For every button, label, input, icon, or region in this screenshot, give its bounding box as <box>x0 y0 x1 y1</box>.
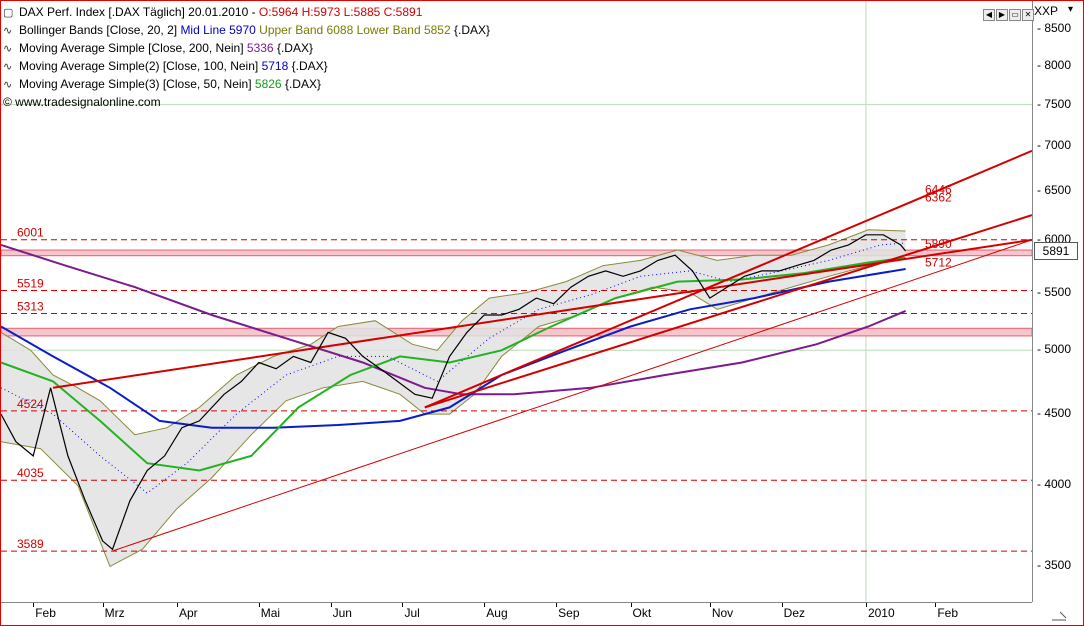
x-tick-label: Feb <box>937 606 959 620</box>
indicator-value: {.DAX} <box>273 41 313 55</box>
indicator-value: Upper Band 6088 Lower Band 5852 <box>259 23 454 37</box>
x-tick-mark <box>33 603 35 607</box>
y-tick-label: - 7500 <box>1037 96 1072 111</box>
level-label: 3589 <box>17 537 44 551</box>
x-tick-mark <box>402 603 404 607</box>
x-axis[interactable]: Feb Mrz Apr Mai Jun Jul Aug Sep Okt Nov Dez 2010 Feb <box>1 602 1032 626</box>
x-tick-mark <box>258 603 260 607</box>
y-axis[interactable]: - 3500- 4000- 4500- 5000- 5500- 6000- 65… <box>1033 1 1083 602</box>
level-label: 5890 <box>925 237 952 251</box>
close-icon[interactable]: ✕ <box>1022 9 1034 21</box>
x-tick-mark <box>484 603 486 607</box>
y-tick-label: - 5500 <box>1037 284 1072 299</box>
trend-line <box>52 238 1032 389</box>
ma50-line <box>1 256 906 472</box>
x-tick-label: Aug <box>486 606 508 620</box>
watermark: © www.tradesignalonline.com <box>3 95 161 109</box>
indicator-value: Mid Line 5970 <box>180 23 260 37</box>
x-tick-mark <box>330 603 332 607</box>
x-tick-mark <box>176 603 178 607</box>
indicator-label: Bollinger Bands [Close, 20, 2] <box>19 23 181 37</box>
window-controls: ◀ ▶ ▭ ✕ <box>982 4 1034 22</box>
indicator-value: {.DAX} <box>288 59 328 73</box>
indicator-wave-icon: ∿ <box>3 25 13 37</box>
indicator-value: 5826 <box>254 77 282 91</box>
level-label: 4035 <box>17 466 44 480</box>
legend-row-2[interactable]: ∿ Moving Average Simple(2) [Close, 100, N… <box>3 57 490 75</box>
x-tick-label: Mrz <box>104 606 125 620</box>
x-tick-label: Okt <box>632 606 652 620</box>
current-price-box: 5891 <box>1034 241 1078 260</box>
x-tick-mark <box>556 603 558 607</box>
x-tick-mark <box>102 603 104 607</box>
ma200-line <box>1 243 906 396</box>
symbol-label[interactable]: XXP <box>1034 4 1059 18</box>
y-tick-label: - 8000 <box>1037 57 1072 72</box>
x-tick-label: Feb <box>35 606 56 620</box>
x-tick-label: Dez <box>783 606 806 620</box>
level-label: 5313 <box>17 300 44 314</box>
legend-row-0[interactable]: ∿ Bollinger Bands [Close, 20, 2] Mid Line… <box>3 21 490 39</box>
legend-row-3[interactable]: ∿ Moving Average Simple(3) [Close, 50, Ne… <box>3 75 490 93</box>
arrow-right-icon[interactable]: ▶ <box>996 9 1008 21</box>
y-tick-label: - 5000 <box>1037 342 1072 357</box>
x-tick-label: Jun <box>332 606 352 620</box>
y-tick-label: - 3500 <box>1037 558 1072 573</box>
trend-line <box>424 149 1032 409</box>
level-label: 6362 <box>925 190 952 204</box>
y-tick-label: - 7000 <box>1037 138 1072 153</box>
x-tick-label: Apr <box>178 606 198 620</box>
x-tick-mark <box>865 603 867 607</box>
legend-title-row: ▢ DAX Perf. Index [.DAX Täglich] 20.01.20… <box>3 3 490 21</box>
x-tick-label: 2010 <box>867 606 895 620</box>
bollinger-lower-band <box>1 254 906 568</box>
y-tick-label: - 6500 <box>1037 183 1072 198</box>
x-tick-label: Nov <box>711 606 734 620</box>
resistance-zone <box>1 249 1032 257</box>
indicator-label: Moving Average Simple(2) [Close, 100, Ne… <box>19 59 262 73</box>
indicator-wave-icon: ∿ <box>3 61 13 73</box>
resize-grip-icon[interactable] <box>1050 608 1068 622</box>
x-tick-label: Sep <box>558 606 580 620</box>
x-tick-mark <box>709 603 711 607</box>
level-label: 5712 <box>925 256 952 270</box>
x-tick-mark <box>935 603 937 607</box>
indicator-value: {.DAX} <box>453 23 491 37</box>
ma100-line <box>1 268 906 429</box>
x-tick-mark <box>781 603 783 607</box>
arrow-left-icon[interactable]: ◀ <box>983 9 995 21</box>
indicator-wave-icon: ∿ <box>3 79 13 91</box>
bollinger-upper-band <box>1 229 906 436</box>
level-label: 6446 <box>925 182 952 196</box>
chart-title: DAX Perf. Index [.DAX Täglich] 20.01.201… <box>19 5 259 19</box>
indicator-label: Moving Average Simple(3) [Close, 50, Nei… <box>19 77 255 91</box>
trend-line <box>424 214 1032 409</box>
x-tick-mark <box>630 603 632 607</box>
minimize-icon[interactable]: ▭ <box>1009 9 1021 21</box>
indicator-value: 5336 <box>246 41 274 55</box>
level-label: 4524 <box>17 397 44 411</box>
x-tick-label: Jul <box>404 606 420 620</box>
trend-line <box>112 239 1032 552</box>
indicator-value: {.DAX} <box>281 77 321 91</box>
legend: ▢ DAX Perf. Index [.DAX Täglich] 20.01.20… <box>3 3 490 111</box>
level-label: 5519 <box>17 276 44 290</box>
plot-area[interactable]: 6001 5519 5313 4524 4035 3589 6446 6362 5890 5712 <box>1 1 1033 602</box>
legend-row-1[interactable]: ∿ Moving Average Simple [Close, 200, Nein… <box>3 39 490 57</box>
y-tick-label: - 8500 <box>1037 20 1072 35</box>
chevron-down-icon[interactable]: ▾ <box>1068 4 1074 15</box>
chart-icon: ▢ <box>3 7 14 19</box>
price-line <box>1 234 907 551</box>
y-tick-label: - 4500 <box>1037 406 1072 421</box>
indicator-label: Moving Average Simple [Close, 200, Nein] <box>19 41 247 55</box>
indicator-value: 5718 <box>261 59 289 73</box>
indicator-wave-icon: ∿ <box>3 43 13 55</box>
y-tick-label: - 4000 <box>1037 477 1072 492</box>
level-label: 6001 <box>17 226 44 240</box>
x-tick-label: Mai <box>260 606 281 620</box>
ohlc-values: O:5964 H:5973 L:5885 C:5891 <box>258 5 423 19</box>
